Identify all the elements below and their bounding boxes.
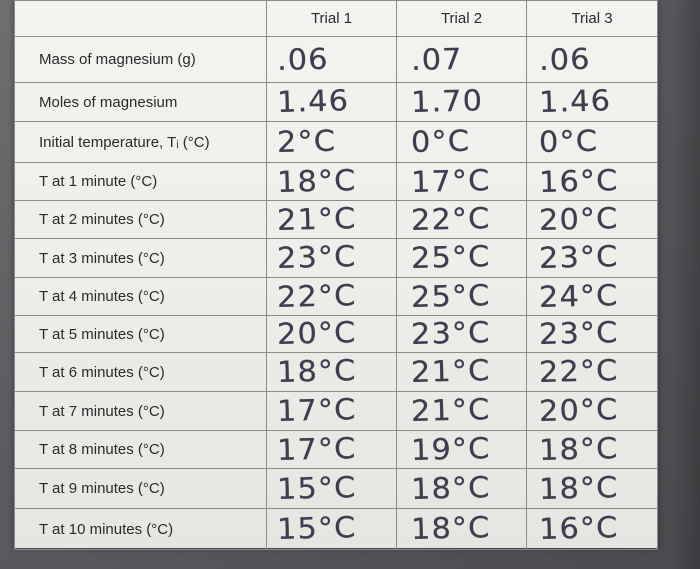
table-row: T at 9 minutes (°C) 15°C 18°C 18°C — [14, 468, 658, 509]
table-row: T at 4 minutes (°C) 22°C 25°C 24°C — [14, 277, 658, 316]
trial-1-value: 15°C — [266, 508, 397, 550]
table-row: Moles of magnesium 1.46 1.70 1.46 — [14, 82, 658, 122]
trial-3-value: 23°C — [526, 315, 658, 353]
trial-2-value: .07 — [396, 36, 527, 83]
trial-2-value: 22°C — [396, 200, 527, 239]
trial-1-value: 23°C — [266, 238, 397, 278]
row-label: T at 8 minutes (°C) — [14, 430, 267, 469]
row-label: T at 5 minutes (°C) — [14, 315, 267, 353]
trial-2-value: 25°C — [396, 238, 527, 278]
trial-1-value: 15°C — [266, 468, 397, 509]
table-row: Mass of magnesium (g) .06 .07 .06 — [14, 36, 658, 83]
header-trial-3: Trial 3 — [526, 0, 658, 37]
trial-1-value: 21°C — [266, 200, 397, 239]
trial-3-value: 22°C — [526, 352, 658, 392]
trial-1-value: 18°C — [266, 162, 397, 201]
row-label: T at 2 minutes (°C) — [14, 200, 267, 239]
header-row: Trial 1 Trial 2 Trial 3 — [14, 0, 658, 37]
trial-3-value: 0°C — [526, 121, 658, 163]
trial-3-value: 16°C — [526, 162, 658, 201]
trial-1-value: 17°C — [266, 391, 397, 431]
row-label: T at 6 minutes (°C) — [14, 352, 267, 392]
trial-2-value: 19°C — [396, 430, 527, 469]
table-row: T at 6 minutes (°C) 18°C 21°C 22°C — [14, 352, 658, 392]
row-label: T at 9 minutes (°C) — [14, 468, 267, 509]
table-row: T at 1 minute (°C) 18°C 17°C 16°C — [14, 162, 658, 201]
trial-3-value: 20°C — [526, 391, 658, 431]
trial-3-value: 24°C — [526, 277, 658, 316]
trial-3-value: 18°C — [526, 430, 658, 469]
row-label: Moles of magnesium — [14, 82, 267, 122]
table-row: T at 2 minutes (°C) 21°C 22°C 20°C — [14, 200, 658, 239]
row-label: T at 4 minutes (°C) — [14, 277, 267, 316]
trial-2-value: 18°C — [396, 508, 527, 550]
trial-2-value: 0°C — [396, 121, 527, 163]
trial-2-value: 21°C — [396, 352, 527, 392]
trial-1-value: 18°C — [266, 352, 397, 392]
trial-1-value: 20°C — [266, 315, 397, 353]
trial-2-value: 23°C — [396, 315, 527, 353]
trial-1-value: .06 — [266, 36, 397, 83]
data-table: Trial 1 Trial 2 Trial 3 Mass of magnesiu… — [14, 0, 658, 550]
table-row: T at 7 minutes (°C) 17°C 21°C 20°C — [14, 391, 658, 431]
trial-2-value: 1.70 — [396, 82, 527, 122]
trial-1-value: 22°C — [266, 277, 397, 316]
row-label: Mass of magnesium (g) — [14, 36, 267, 83]
trial-1-value: 17°C — [266, 430, 397, 469]
trial-1-value: 1.46 — [266, 82, 397, 122]
row-label: T at 3 minutes (°C) — [14, 238, 267, 278]
row-label: T at 1 minute (°C) — [14, 162, 267, 201]
trial-3-value: .06 — [526, 36, 658, 83]
table-row: Initial temperature, Tᵢ (°C) 2°C 0°C 0°C — [14, 121, 658, 163]
worksheet-paper: Trial 1 Trial 2 Trial 3 Mass of magnesiu… — [14, 0, 658, 550]
trial-2-value: 21°C — [396, 391, 527, 431]
trial-3-value: 20°C — [526, 200, 658, 239]
trial-3-value: 1.46 — [526, 82, 658, 122]
table-row: T at 10 minutes (°C) 15°C 18°C 16°C — [14, 508, 658, 550]
table-row: T at 3 minutes (°C) 23°C 25°C 23°C — [14, 238, 658, 278]
table-row: T at 8 minutes (°C) 17°C 19°C 18°C — [14, 430, 658, 469]
trial-3-value: 18°C — [526, 468, 658, 509]
trial-3-value: 23°C — [526, 238, 658, 278]
table-row: T at 5 minutes (°C) 20°C 23°C 23°C — [14, 315, 658, 353]
trial-2-value: 18°C — [396, 468, 527, 509]
header-trial-1: Trial 1 — [266, 0, 397, 37]
row-label: T at 10 minutes (°C) — [14, 508, 267, 550]
header-trial-2: Trial 2 — [396, 0, 527, 37]
trial-2-value: 25°C — [396, 277, 527, 316]
header-corner-cell — [14, 0, 267, 37]
trial-1-value: 2°C — [266, 121, 397, 163]
background-shadow — [672, 0, 700, 569]
trial-3-value: 16°C — [526, 508, 658, 550]
row-label: Initial temperature, Tᵢ (°C) — [14, 121, 267, 163]
trial-2-value: 17°C — [396, 162, 527, 201]
row-label: T at 7 minutes (°C) — [14, 391, 267, 431]
